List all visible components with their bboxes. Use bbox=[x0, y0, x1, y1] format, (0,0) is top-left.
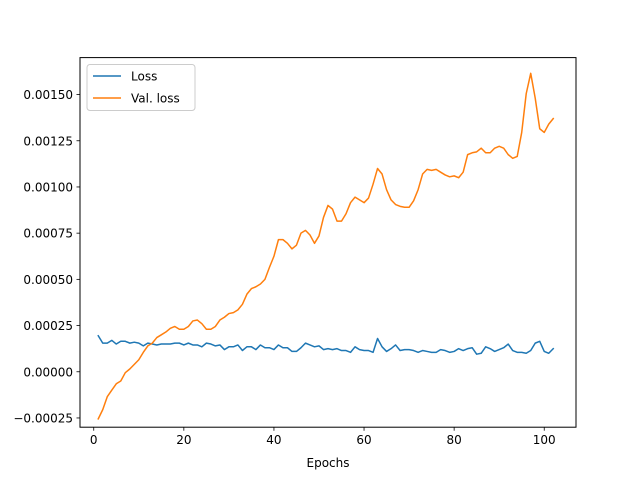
series-layer bbox=[97, 72, 555, 420]
x-tick-label: 20 bbox=[176, 433, 191, 447]
legend: Loss Val. loss bbox=[86, 64, 196, 111]
y-tick-label: 0.00125 bbox=[23, 134, 73, 148]
x-tick-label: 100 bbox=[533, 433, 556, 447]
x-tick-label: 0 bbox=[90, 433, 98, 447]
y-tick-label: 0.00100 bbox=[23, 180, 73, 194]
x-tick-label: 60 bbox=[356, 433, 371, 447]
y-tick-label: 0.00000 bbox=[23, 365, 73, 379]
y-tick-label: −0.00025 bbox=[13, 411, 73, 425]
y-tick-label: 0.00050 bbox=[23, 273, 73, 287]
y-tick-label: 0.00075 bbox=[23, 227, 73, 241]
legend-label: Val. loss bbox=[131, 92, 180, 106]
axes-frame bbox=[79, 57, 577, 428]
y-tick-label: 0.00150 bbox=[23, 88, 73, 102]
x-tick-label: 40 bbox=[266, 433, 281, 447]
y-tick-label: 0.00025 bbox=[23, 319, 73, 333]
series-line-val-loss bbox=[97, 72, 555, 420]
x-axis-ticks: 0 20 40 60 80 100 bbox=[90, 427, 556, 447]
x-axis-title: Epochs bbox=[307, 456, 350, 470]
series-line-loss bbox=[97, 334, 555, 355]
legend-label: Loss bbox=[131, 70, 157, 84]
x-tick-label: 80 bbox=[446, 433, 461, 447]
y-axis-ticks: −0.00025 0.00000 0.00025 0.00050 0.00075 0.00… bbox=[13, 88, 80, 425]
